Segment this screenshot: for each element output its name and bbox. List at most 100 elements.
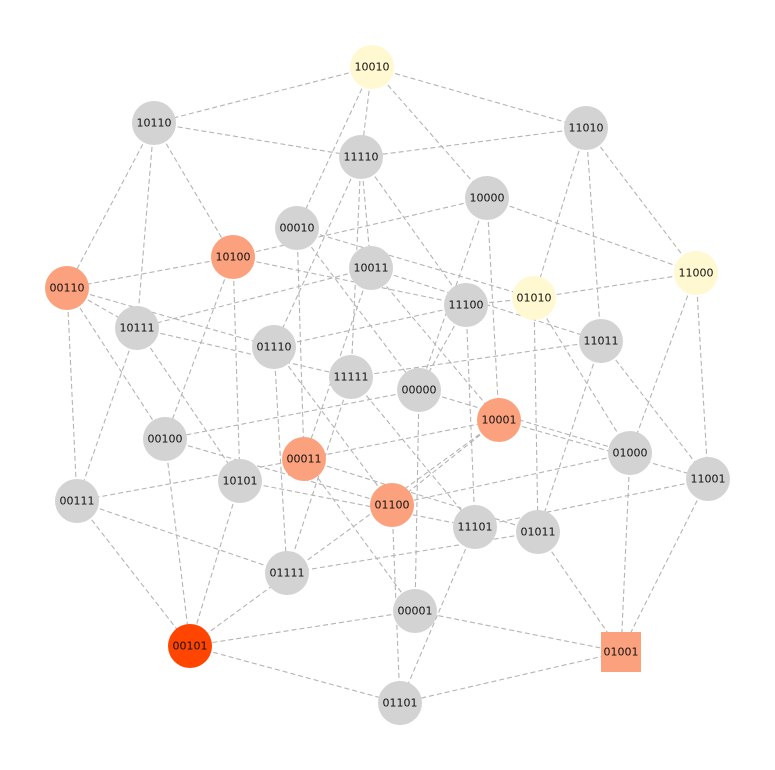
node-01100[interactable]: 01100 [370, 483, 414, 527]
edge-00011-00001 [303, 458, 416, 612]
node-square-shape [601, 632, 641, 672]
node-00010[interactable]: 00010 [275, 206, 319, 250]
edge-10001-00101 [189, 419, 500, 647]
edge-11011-11001 [600, 340, 709, 480]
node-label: 00011 [287, 453, 322, 466]
node-circle-shape [282, 437, 326, 481]
edge-00011-01011 [303, 458, 539, 533]
node-01001[interactable]: 01001 [601, 632, 641, 672]
node-01011[interactable]: 01011 [516, 510, 560, 554]
edge-00100-00101 [164, 438, 191, 647]
node-circle-shape [168, 624, 212, 668]
edge-10110-11110 [153, 122, 362, 158]
node-11101[interactable]: 11101 [453, 505, 497, 549]
node-label: 01110 [257, 341, 292, 354]
edge-11110-11111 [350, 156, 362, 378]
edge-00000-00100 [164, 389, 420, 440]
node-circle-shape [339, 135, 383, 179]
node-11011[interactable]: 11011 [579, 319, 623, 363]
node-11001[interactable]: 11001 [686, 457, 730, 501]
edge-10000-10100 [232, 197, 488, 258]
node-10111[interactable]: 10111 [115, 306, 159, 350]
edge-10111-10101 [136, 327, 241, 482]
edge-10101-11101 [239, 480, 476, 528]
node-circle-shape [55, 479, 99, 523]
edge-layer [66, 66, 709, 704]
edge-00010-00000 [296, 227, 420, 391]
node-10000[interactable]: 10000 [465, 176, 509, 220]
edge-00111-00101 [76, 500, 191, 647]
node-label: 10100 [216, 251, 251, 264]
edge-10011-10111 [136, 267, 372, 329]
node-label: 01001 [604, 646, 639, 659]
node-10101[interactable]: 10101 [218, 459, 262, 503]
node-00011[interactable]: 00011 [282, 437, 326, 481]
node-00000[interactable]: 00000 [397, 368, 441, 412]
edge-10011-00011 [303, 267, 372, 460]
node-01101[interactable]: 01101 [378, 681, 422, 725]
node-label: 11110 [344, 151, 379, 164]
node-11000[interactable]: 11000 [674, 251, 718, 295]
node-11110[interactable]: 11110 [339, 135, 383, 179]
node-circle-shape [143, 417, 187, 461]
node-00111[interactable]: 00111 [55, 479, 99, 523]
node-circle-shape [564, 106, 608, 150]
node-circle-shape [397, 368, 441, 412]
edge-00001-00101 [189, 610, 416, 647]
node-label: 11010 [569, 122, 604, 135]
node-label: 10001 [482, 414, 517, 427]
edge-10110-10100 [153, 122, 234, 258]
node-label: 10101 [223, 475, 258, 488]
node-label: 00000 [402, 384, 437, 397]
node-label: 00001 [398, 605, 433, 618]
node-11010[interactable]: 11010 [564, 106, 608, 150]
node-10011[interactable]: 10011 [349, 246, 393, 290]
node-label: 00111 [60, 495, 95, 508]
node-circle-shape [378, 681, 422, 725]
node-label: 00110 [50, 282, 85, 295]
node-10010[interactable]: 10010 [350, 45, 394, 89]
edge-10010-10110 [153, 66, 373, 124]
node-00001[interactable]: 00001 [393, 589, 437, 633]
node-circle-shape [393, 589, 437, 633]
node-label: 00100 [148, 433, 183, 446]
node-label: 11111 [334, 371, 369, 384]
edge-11010-11110 [360, 127, 587, 158]
node-01010[interactable]: 01010 [512, 276, 556, 320]
node-10110[interactable]: 10110 [132, 101, 176, 145]
edge-01011-01111 [286, 531, 539, 574]
edge-00110-00111 [66, 287, 78, 502]
edge-00011-00111 [76, 458, 305, 502]
edge-10010-00010 [296, 66, 373, 229]
edge-11001-11101 [474, 478, 709, 528]
node-10001[interactable]: 10001 [477, 398, 521, 442]
node-label: 11001 [691, 473, 726, 486]
node-00101[interactable]: 00101 [168, 624, 212, 668]
node-11111[interactable]: 11111 [329, 355, 373, 399]
edge-00000-00001 [414, 389, 420, 612]
edge-10100-00110 [66, 256, 234, 289]
node-label: 10000 [470, 192, 505, 205]
node-00100[interactable]: 00100 [143, 417, 187, 461]
edge-11111-01111 [286, 376, 352, 574]
edge-10101-00101 [189, 480, 241, 647]
edge-11000-01010 [533, 272, 697, 299]
edge-10000-11000 [486, 197, 697, 274]
node-label: 00101 [173, 640, 208, 653]
node-circle-shape [453, 505, 497, 549]
node-label: 01101 [383, 697, 418, 710]
node-01111[interactable]: 01111 [265, 551, 309, 595]
edge-11100-01110 [273, 304, 467, 348]
edge-00010-00011 [296, 227, 305, 460]
node-00110[interactable]: 00110 [45, 266, 89, 310]
node-label: 01100 [375, 499, 410, 512]
node-circle-shape [674, 251, 718, 295]
edge-00011-10001 [303, 419, 500, 460]
edge-11110-11100 [360, 156, 467, 306]
node-circle-shape [132, 101, 176, 145]
node-01000[interactable]: 01000 [608, 431, 652, 475]
edge-10110-10111 [136, 122, 155, 329]
node-11100[interactable]: 11100 [444, 283, 488, 327]
node-01110[interactable]: 01110 [252, 325, 296, 369]
node-10100[interactable]: 10100 [211, 235, 255, 279]
